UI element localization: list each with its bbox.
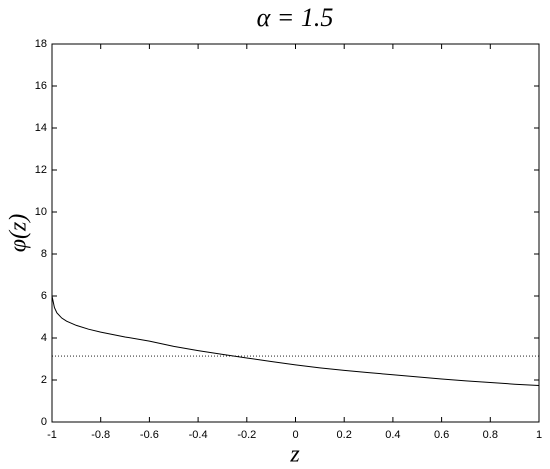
x-tick-label: 1 <box>536 429 542 441</box>
y-tick-label: 14 <box>35 122 47 134</box>
y-axis-label: φ(z) <box>6 214 32 253</box>
y-tick-label: 16 <box>35 80 47 92</box>
x-tick-label: -0.2 <box>237 429 256 441</box>
y-tick-label: 18 <box>35 38 47 50</box>
y-tick-label: 8 <box>41 248 47 260</box>
x-tick-label: 0.8 <box>483 429 498 441</box>
x-tick-label: -0.4 <box>189 429 208 441</box>
y-tick-label: 0 <box>41 416 47 428</box>
y-tick-label: 6 <box>41 290 47 302</box>
x-tick-label: 0.2 <box>337 429 352 441</box>
x-tick-label: 0 <box>292 429 298 441</box>
y-tick-label: 10 <box>35 206 47 218</box>
chart-title: α = 1.5 <box>257 3 334 32</box>
x-tick-label: 0.4 <box>385 429 400 441</box>
x-tick-label: -1 <box>47 429 57 441</box>
y-tick-label: 12 <box>35 164 47 176</box>
y-tick-label: 4 <box>41 332 47 344</box>
y-tick-label: 2 <box>41 374 47 386</box>
x-tick-label: 0.6 <box>434 429 449 441</box>
x-tick-label: -0.6 <box>140 429 159 441</box>
x-tick-label: -0.8 <box>91 429 110 441</box>
line-series <box>51 295 540 386</box>
x-axis-label: z <box>289 442 300 468</box>
